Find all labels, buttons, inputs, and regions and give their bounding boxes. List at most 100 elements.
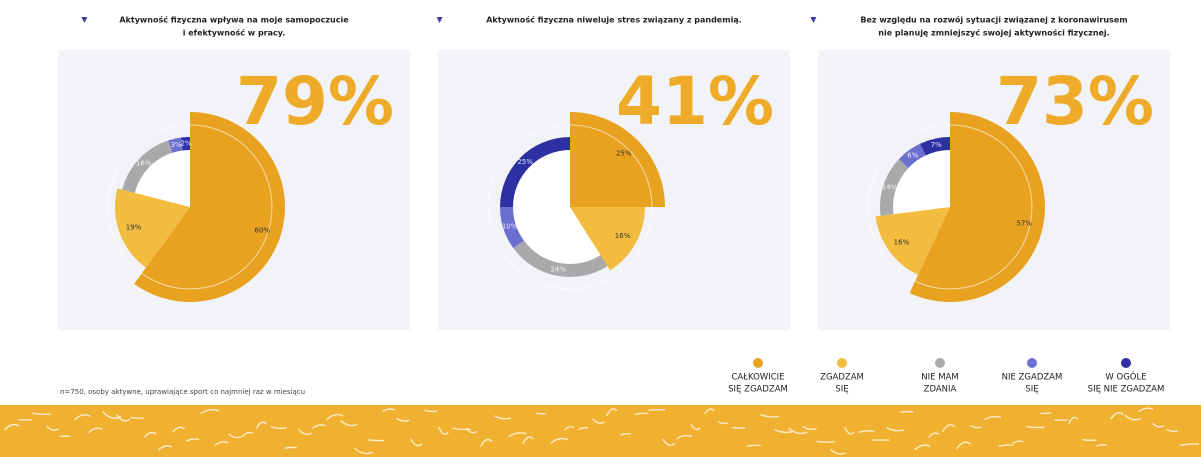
pattern-band bbox=[0, 405, 1201, 457]
pattern-stroke bbox=[732, 426, 746, 429]
pie-slice bbox=[134, 112, 285, 302]
pattern-stroke bbox=[396, 417, 410, 422]
pattern-stroke bbox=[886, 427, 905, 432]
slice-label: 16% bbox=[136, 160, 152, 168]
pattern-stroke bbox=[1124, 414, 1141, 421]
pattern-stroke bbox=[298, 429, 313, 436]
pattern-stroke bbox=[340, 420, 358, 427]
pattern-stroke bbox=[4, 423, 20, 431]
pattern-stroke bbox=[634, 412, 649, 416]
legend-label: SIĘ NIE ZGADZAM bbox=[1088, 385, 1165, 395]
pattern-stroke bbox=[802, 425, 817, 431]
pattern-stroke bbox=[718, 421, 728, 425]
pattern-stroke bbox=[550, 437, 569, 444]
legend-dot bbox=[837, 358, 847, 368]
pattern-stroke bbox=[1166, 428, 1178, 433]
headline: 79% bbox=[236, 63, 394, 140]
pattern-stroke bbox=[816, 440, 835, 443]
pie-slice bbox=[181, 137, 190, 151]
pattern-stroke bbox=[284, 446, 297, 449]
pattern-stroke bbox=[480, 438, 493, 447]
pattern-stroke bbox=[690, 423, 701, 431]
legend-dot bbox=[935, 358, 945, 368]
title-marker bbox=[81, 17, 88, 23]
pattern-stroke bbox=[368, 439, 385, 442]
pattern-stroke bbox=[382, 408, 395, 412]
pattern-stroke bbox=[704, 408, 715, 415]
slice-label: 57% bbox=[1016, 220, 1032, 228]
pie-slice bbox=[570, 207, 645, 271]
guide-circle bbox=[107, 124, 273, 290]
legend-label: NIE MAM bbox=[921, 373, 958, 383]
pie-slice bbox=[168, 137, 183, 153]
title-marker bbox=[810, 17, 817, 23]
pattern-stroke bbox=[158, 445, 173, 451]
pattern-stroke bbox=[1012, 440, 1024, 444]
pattern-stroke bbox=[88, 427, 103, 434]
chart-title: i efektywność w pracy. bbox=[183, 28, 286, 38]
pattern-stroke bbox=[74, 414, 91, 421]
pattern-stroke bbox=[1152, 423, 1165, 428]
pie-slice bbox=[875, 207, 950, 275]
pattern-stroke bbox=[256, 421, 267, 429]
pattern-stroke bbox=[46, 425, 59, 431]
pattern-stroke bbox=[214, 441, 229, 447]
slice-label: 19% bbox=[126, 223, 142, 231]
pattern-stroke bbox=[116, 414, 131, 422]
pattern-stroke bbox=[466, 428, 477, 434]
pattern-stroke bbox=[1082, 438, 1097, 442]
pattern-stroke bbox=[270, 425, 287, 430]
legend-label: W OGÓLE bbox=[1105, 371, 1146, 383]
pie-slice bbox=[898, 143, 926, 168]
footnote: n=750, osoby aktywne, uprawiające sport … bbox=[60, 388, 305, 396]
legend-label: SIĘ bbox=[835, 385, 848, 395]
chart-title: nie planuję zmniejszyć swojej aktywności… bbox=[878, 28, 1109, 38]
pie-slice bbox=[122, 140, 173, 193]
slice-label: 6% bbox=[907, 152, 918, 160]
legend-label: ZGADZAM bbox=[820, 373, 864, 383]
pattern-stroke bbox=[200, 409, 219, 414]
pattern-stroke bbox=[130, 416, 144, 419]
pattern-stroke bbox=[452, 427, 471, 431]
pattern-stroke bbox=[144, 431, 157, 438]
pattern-stroke bbox=[746, 444, 761, 447]
pattern-stroke bbox=[1180, 443, 1200, 447]
pattern-stroke bbox=[998, 444, 1014, 448]
slice-label: 2% bbox=[180, 140, 191, 148]
guide-circle bbox=[487, 124, 653, 290]
headline: 73% bbox=[996, 63, 1154, 140]
pattern-stroke bbox=[662, 438, 676, 446]
pattern-stroke bbox=[494, 415, 511, 420]
pattern-stroke bbox=[606, 408, 618, 417]
pattern-stroke bbox=[522, 436, 534, 444]
pattern-stroke bbox=[676, 434, 693, 440]
pattern-stroke bbox=[620, 432, 631, 436]
pie-slice bbox=[500, 207, 524, 249]
legend-dot bbox=[753, 358, 763, 368]
legend-label: SIĘ ZGADZAM bbox=[728, 385, 788, 395]
pattern-stroke bbox=[914, 444, 931, 451]
pattern-stroke bbox=[1026, 425, 1045, 429]
pattern-stroke bbox=[438, 426, 449, 435]
pattern-stroke bbox=[424, 409, 438, 413]
legend-label: NIE ZGADZAM bbox=[1002, 373, 1063, 383]
slice-label: 60% bbox=[254, 226, 270, 234]
slice-label: 16% bbox=[894, 238, 910, 246]
legend-dot bbox=[1121, 358, 1131, 368]
pattern-stroke bbox=[830, 448, 847, 455]
pattern-stroke bbox=[592, 418, 605, 424]
pattern-stroke bbox=[844, 426, 855, 435]
slice-label: 25% bbox=[616, 149, 632, 157]
pattern-stroke bbox=[32, 412, 51, 416]
chart-title: Aktywność fizyczna niweluje stres związa… bbox=[486, 15, 742, 25]
slice-label: 14% bbox=[882, 183, 898, 191]
pie-slice bbox=[570, 112, 665, 207]
legend-label: SIĘ bbox=[1025, 385, 1038, 395]
pie-slice bbox=[513, 240, 608, 278]
pattern-stroke bbox=[508, 432, 527, 438]
pattern-stroke bbox=[312, 424, 327, 429]
pattern-stroke bbox=[1138, 407, 1154, 412]
pattern-stroke bbox=[788, 427, 808, 435]
chart-title: Bez względu na rozwój sytuacji związanej… bbox=[860, 15, 1127, 25]
legend-label: CAŁKOWICIE bbox=[731, 373, 784, 383]
